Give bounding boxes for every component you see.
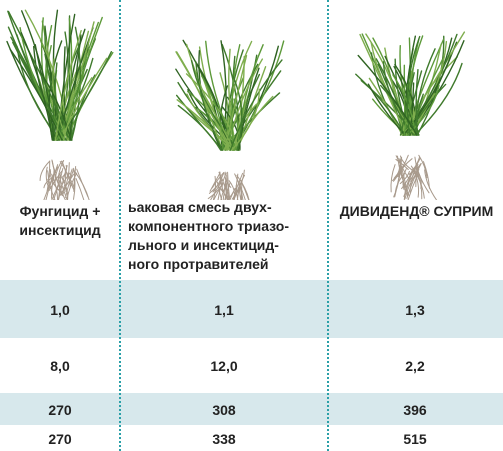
table-cell: 2,2	[405, 358, 424, 374]
column-header: Фунгицид +инсектицид	[8, 202, 112, 240]
header-line: льного и инсектицид-	[128, 236, 318, 255]
column-divider	[119, 0, 121, 451]
table-cell: 515	[403, 431, 426, 447]
header-line: ьаковая смесь двух-	[128, 198, 318, 217]
table-cell: 270	[48, 402, 71, 418]
header-line: Фунгицид +	[8, 202, 112, 221]
table-cell: 8,0	[50, 358, 69, 374]
column-divider	[327, 0, 329, 451]
row-band	[0, 280, 503, 338]
table-cell: 338	[212, 431, 235, 447]
table-cell: 12,0	[210, 358, 237, 374]
row-band	[0, 393, 503, 425]
header-line: компонентного триазо-	[128, 217, 318, 236]
column-header: ДИВИДЕНД® СУПРИМ	[334, 202, 499, 221]
table-cell: 1,1	[214, 302, 233, 318]
table-page: Фунгицид +инсектицид ьаковая смесь двух-к…	[0, 0, 503, 451]
column-header: ьаковая смесь двух-компонентного триазо-…	[128, 198, 318, 274]
table-cell: 270	[48, 431, 71, 447]
header-line: ДИВИДЕНД® СУПРИМ	[334, 202, 499, 221]
table-cell: 396	[403, 402, 426, 418]
header-line: инсектицид	[8, 221, 112, 240]
plant-photos	[0, 0, 503, 200]
header-line: ного протравителей	[128, 255, 318, 274]
table-cell: 308	[212, 402, 235, 418]
plant-stroke	[9, 12, 72, 140]
table-cell: 1,3	[405, 302, 424, 318]
table-cell: 1,0	[50, 302, 69, 318]
